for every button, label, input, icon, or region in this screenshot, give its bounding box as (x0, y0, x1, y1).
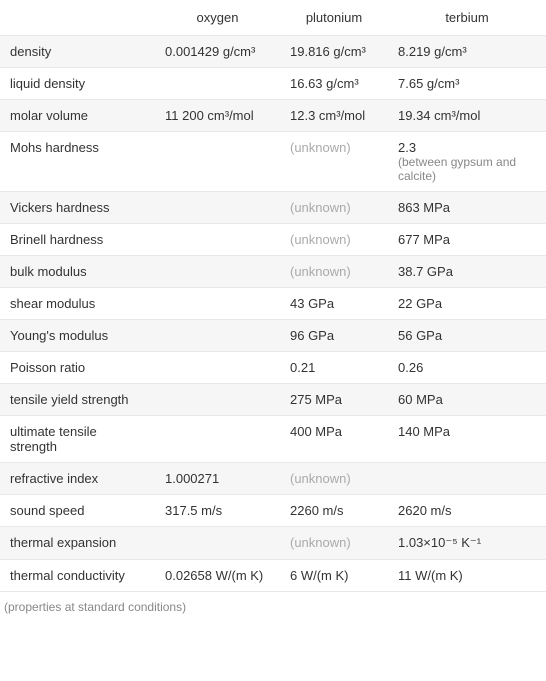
table-row: sound speed317.5 m/s2260 m/s2620 m/s (0, 495, 546, 527)
cell-plutonium: (unknown) (280, 256, 388, 288)
cell-plutonium: 6 W/(m K) (280, 560, 388, 592)
row-label: Poisson ratio (0, 352, 155, 384)
cell-plutonium: 16.63 g/cm³ (280, 68, 388, 100)
row-label: liquid density (0, 68, 155, 100)
cell-oxygen: 0.02658 W/(m K) (155, 560, 280, 592)
row-label: ultimate tensile strength (0, 416, 155, 463)
table-row: density0.001429 g/cm³19.816 g/cm³8.219 g… (0, 36, 546, 68)
cell-plutonium: 2260 m/s (280, 495, 388, 527)
cell-plutonium: (unknown) (280, 224, 388, 256)
table-row: Brinell hardness (unknown) 677 MPa (0, 224, 546, 256)
header-oxygen: oxygen (155, 0, 280, 36)
cell-terbium: 140 MPa (388, 416, 546, 463)
unknown-value: (unknown) (290, 471, 351, 486)
cell-terbium: 11 W/(m K) (388, 560, 546, 592)
row-label: density (0, 36, 155, 68)
cell-oxygen: 1.000271 (155, 463, 280, 495)
cell-oxygen (155, 384, 280, 416)
cell-oxygen: 11 200 cm³/mol (155, 100, 280, 132)
cell-terbium: 0.26 (388, 352, 546, 384)
cell-oxygen (155, 527, 280, 560)
row-label: Vickers hardness (0, 192, 155, 224)
row-label: Mohs hardness (0, 132, 155, 192)
row-label: bulk modulus (0, 256, 155, 288)
cell-terbium: 7.65 g/cm³ (388, 68, 546, 100)
cell-terbium: 1.03×10⁻⁵ K⁻¹ (388, 527, 546, 560)
cell-oxygen (155, 132, 280, 192)
cell-terbium: 8.219 g/cm³ (388, 36, 546, 68)
row-label: Brinell hardness (0, 224, 155, 256)
cell-oxygen (155, 320, 280, 352)
cell-plutonium: (unknown) (280, 527, 388, 560)
cell-terbium: 38.7 GPa (388, 256, 546, 288)
row-label: Young's modulus (0, 320, 155, 352)
table-body: density0.001429 g/cm³19.816 g/cm³8.219 g… (0, 36, 546, 592)
cell-terbium: 2620 m/s (388, 495, 546, 527)
cell-plutonium: 275 MPa (280, 384, 388, 416)
table-row: Mohs hardness (unknown) 2.3(between gypsum… (0, 132, 546, 192)
table-row: molar volume11 200 cm³/mol12.3 cm³/mol19… (0, 100, 546, 132)
header-plutonium: plutonium (280, 0, 388, 36)
table-row: thermal expansion (unknown) 1.03×10⁻⁵ K⁻¹ (0, 527, 546, 560)
table-row: liquid density 16.63 g/cm³7.65 g/cm³ (0, 68, 546, 100)
unknown-value: (unknown) (290, 200, 351, 215)
header-terbium: terbium (388, 0, 546, 36)
table-row: shear modulus 43 GPa22 GPa (0, 288, 546, 320)
cell-terbium: 60 MPa (388, 384, 546, 416)
table-row: tensile yield strength 275 MPa60 MPa (0, 384, 546, 416)
row-label: molar volume (0, 100, 155, 132)
cell-oxygen (155, 288, 280, 320)
table-row: ultimate tensile strength 400 MPa140 MPa (0, 416, 546, 463)
cell-plutonium: 0.21 (280, 352, 388, 384)
properties-table: oxygen plutonium terbium density0.001429… (0, 0, 546, 592)
header-empty (0, 0, 155, 36)
cell-oxygen (155, 192, 280, 224)
cell-plutonium: 43 GPa (280, 288, 388, 320)
cell-terbium: 22 GPa (388, 288, 546, 320)
cell-plutonium: 400 MPa (280, 416, 388, 463)
cell-oxygen (155, 224, 280, 256)
cell-terbium: 863 MPa (388, 192, 546, 224)
unknown-value: (unknown) (290, 140, 351, 155)
cell-terbium: 56 GPa (388, 320, 546, 352)
row-label: thermal expansion (0, 527, 155, 560)
row-label: thermal conductivity (0, 560, 155, 592)
row-label: shear modulus (0, 288, 155, 320)
unknown-value: (unknown) (290, 535, 351, 550)
cell-plutonium: 12.3 cm³/mol (280, 100, 388, 132)
cell-plutonium: 19.816 g/cm³ (280, 36, 388, 68)
table-row: Vickers hardness (unknown) 863 MPa (0, 192, 546, 224)
cell-plutonium: (unknown) (280, 463, 388, 495)
cell-terbium: 2.3(between gypsum and calcite) (388, 132, 546, 192)
cell-terbium: 19.34 cm³/mol (388, 100, 546, 132)
table-row: Poisson ratio 0.210.26 (0, 352, 546, 384)
table-row: bulk modulus (unknown) 38.7 GPa (0, 256, 546, 288)
cell-terbium: 677 MPa (388, 224, 546, 256)
cell-oxygen (155, 68, 280, 100)
cell-oxygen (155, 352, 280, 384)
header-row: oxygen plutonium terbium (0, 0, 546, 36)
row-label: refractive index (0, 463, 155, 495)
cell-plutonium: (unknown) (280, 192, 388, 224)
row-label: sound speed (0, 495, 155, 527)
unknown-value: (unknown) (290, 264, 351, 279)
cell-oxygen (155, 416, 280, 463)
table-row: refractive index1.000271 (unknown) (0, 463, 546, 495)
cell-oxygen: 317.5 m/s (155, 495, 280, 527)
cell-subnote: (between gypsum and calcite) (398, 155, 536, 183)
cell-terbium (388, 463, 546, 495)
footnote: (properties at standard conditions) (0, 592, 546, 622)
cell-plutonium: 96 GPa (280, 320, 388, 352)
cell-plutonium: (unknown) (280, 132, 388, 192)
table-row: thermal conductivity0.02658 W/(m K)6 W/(… (0, 560, 546, 592)
cell-oxygen (155, 256, 280, 288)
unknown-value: (unknown) (290, 232, 351, 247)
table-row: Young's modulus 96 GPa56 GPa (0, 320, 546, 352)
cell-oxygen: 0.001429 g/cm³ (155, 36, 280, 68)
row-label: tensile yield strength (0, 384, 155, 416)
